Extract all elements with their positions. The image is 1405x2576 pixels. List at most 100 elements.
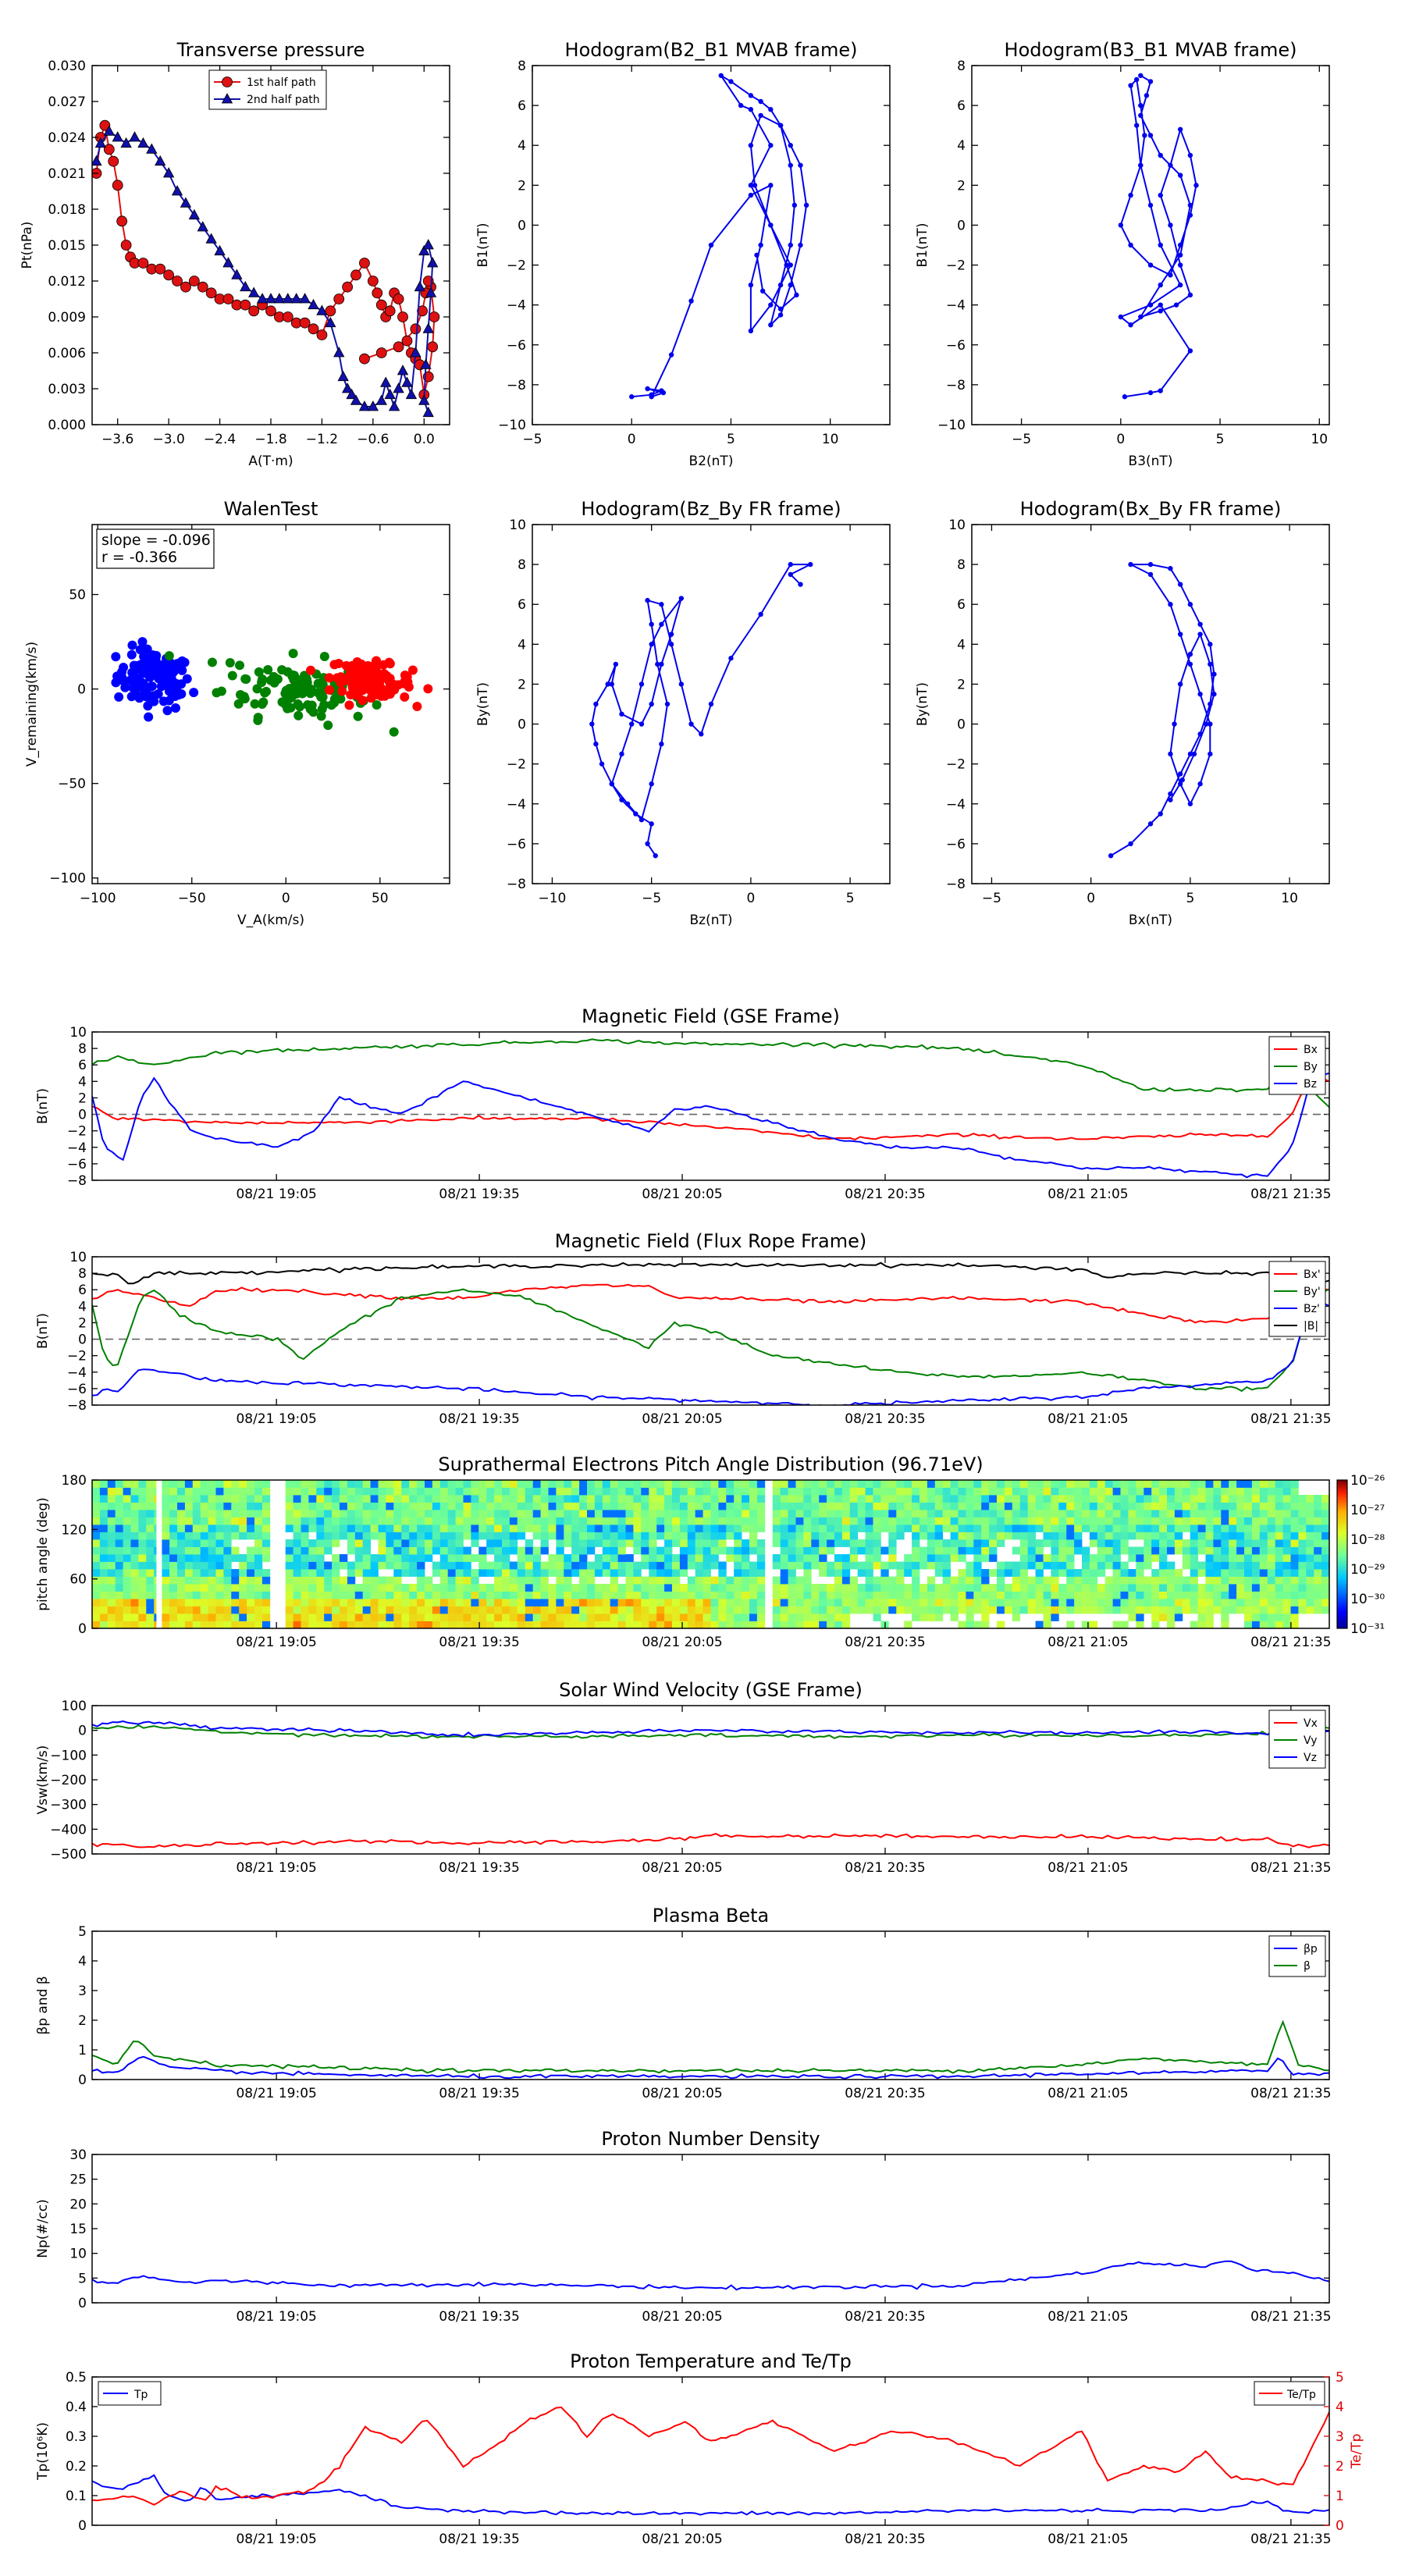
heatmap-cell xyxy=(1244,1576,1253,1585)
heatmap-cell xyxy=(478,1569,487,1577)
heatmap-cell xyxy=(849,1554,859,1562)
data-point xyxy=(422,406,434,418)
heatmap-cell xyxy=(880,1576,889,1585)
heatmap-cell xyxy=(362,1480,371,1488)
heatmap-cell xyxy=(1182,1480,1191,1488)
heatmap-cell xyxy=(1151,1502,1160,1510)
heatmap-cell xyxy=(888,1539,897,1547)
heatmap-cell xyxy=(447,1532,456,1540)
data-point xyxy=(137,137,149,148)
heatmap-cell xyxy=(1004,1599,1013,1606)
x-tick-label: 08/21 20:35 xyxy=(845,1187,925,1202)
heatmap-cell xyxy=(1112,1606,1121,1614)
heatmap-cell xyxy=(610,1584,618,1592)
heatmap-cell xyxy=(1306,1546,1314,1555)
heatmap-cell xyxy=(834,1502,843,1510)
series-line xyxy=(95,130,434,414)
heatmap-cell xyxy=(223,1495,232,1503)
data-point xyxy=(367,276,379,286)
data-point xyxy=(401,335,413,347)
heatmap-cell xyxy=(1019,1480,1029,1488)
heatmap-cell xyxy=(718,1532,727,1540)
data-point xyxy=(333,347,345,358)
panel-hodo4: Hodogram(Bx_By FR frame)Bx(nT)By(nT)−5 0 5… xyxy=(915,498,1330,928)
heatmap-cell xyxy=(130,1591,139,1599)
heatmap-cell xyxy=(1174,1495,1183,1503)
heatmap-cell xyxy=(556,1599,564,1606)
y-tick-label: 4 xyxy=(78,1299,87,1315)
data-point xyxy=(659,621,664,627)
heatmap-cell xyxy=(99,1480,108,1488)
heatmap-cell xyxy=(641,1599,649,1606)
heatmap-cell xyxy=(594,1532,603,1540)
heatmap-cell xyxy=(1298,1532,1307,1540)
heatmap-cell xyxy=(857,1525,866,1532)
heatmap-cell xyxy=(1321,1546,1330,1555)
heatmap-cell xyxy=(811,1510,820,1517)
heatmap-cell xyxy=(966,1517,974,1525)
heatmap-cell xyxy=(223,1584,232,1592)
heatmap-cell xyxy=(1027,1554,1036,1562)
heatmap-cell xyxy=(332,1532,340,1540)
heatmap-cell xyxy=(1190,1569,1198,1577)
heatmap-cell xyxy=(146,1487,155,1496)
heatmap-cell xyxy=(1128,1606,1136,1614)
heatmap-cell xyxy=(1290,1569,1299,1577)
heatmap-cell xyxy=(594,1569,603,1577)
heatmap-cell xyxy=(1282,1561,1291,1570)
data-point xyxy=(418,394,430,405)
heatmap-cell xyxy=(92,1584,101,1592)
heatmap-cell xyxy=(409,1614,418,1621)
heatmap-cell xyxy=(989,1591,998,1599)
heatmap-cell xyxy=(177,1591,186,1599)
heatmap-cell xyxy=(1282,1525,1291,1532)
heatmap-cell xyxy=(261,1591,271,1599)
heatmap-cell xyxy=(1205,1510,1214,1517)
heatmap-cell xyxy=(873,1495,881,1503)
heatmap-cell xyxy=(556,1576,564,1585)
heatmap-cell xyxy=(231,1480,240,1488)
heatmap-cell xyxy=(795,1539,804,1547)
heatmap-cell xyxy=(92,1517,101,1525)
heatmap-cell xyxy=(934,1539,944,1547)
heatmap-cell xyxy=(1097,1599,1106,1606)
heatmap-cell xyxy=(873,1487,881,1496)
heatmap-cell xyxy=(641,1561,649,1570)
data-point xyxy=(188,276,200,286)
heatmap-cell xyxy=(602,1502,611,1510)
y-tick-label: 0.3 xyxy=(66,2429,87,2445)
heatmap-cell xyxy=(617,1510,626,1517)
heatmap-cell xyxy=(617,1569,626,1577)
y-tick-label: 0 xyxy=(78,2518,87,2534)
heatmap-cell xyxy=(1104,1546,1113,1555)
heatmap-cell xyxy=(1221,1576,1229,1585)
y-tick-label: 2 xyxy=(518,677,526,692)
heatmap-cell xyxy=(138,1591,147,1599)
heatmap-cell xyxy=(1051,1532,1059,1540)
heatmap-cell xyxy=(378,1576,386,1585)
heatmap-cell xyxy=(742,1584,750,1592)
heatmap-cell xyxy=(942,1525,951,1532)
heatmap-cell xyxy=(494,1487,503,1496)
x-tick-label: 08/21 21:05 xyxy=(1048,1860,1128,1876)
heatmap-cell xyxy=(1221,1532,1229,1540)
heatmap-cell xyxy=(710,1599,719,1606)
heatmap-cell xyxy=(927,1487,936,1496)
heatmap-cell xyxy=(1066,1584,1075,1592)
heatmap-cell xyxy=(556,1487,564,1496)
scatter-point xyxy=(407,665,418,675)
data-point xyxy=(808,561,813,568)
heatmap-cell xyxy=(1159,1502,1168,1510)
heatmap-cell xyxy=(997,1487,1005,1496)
y-tick-label: 0 xyxy=(518,717,526,733)
heatmap-cell xyxy=(827,1584,835,1592)
heatmap-cell xyxy=(756,1517,766,1525)
x-tick-label: 08/21 19:05 xyxy=(236,1411,316,1427)
scatter-points xyxy=(111,637,433,737)
data-point xyxy=(1187,202,1193,208)
x-tick-label: 08/21 20:35 xyxy=(845,2309,925,2325)
heatmap-cell xyxy=(1275,1561,1283,1570)
heatmap-cell xyxy=(1089,1606,1098,1614)
heatmap-cell xyxy=(347,1480,356,1488)
heatmap-cell xyxy=(1236,1510,1245,1517)
